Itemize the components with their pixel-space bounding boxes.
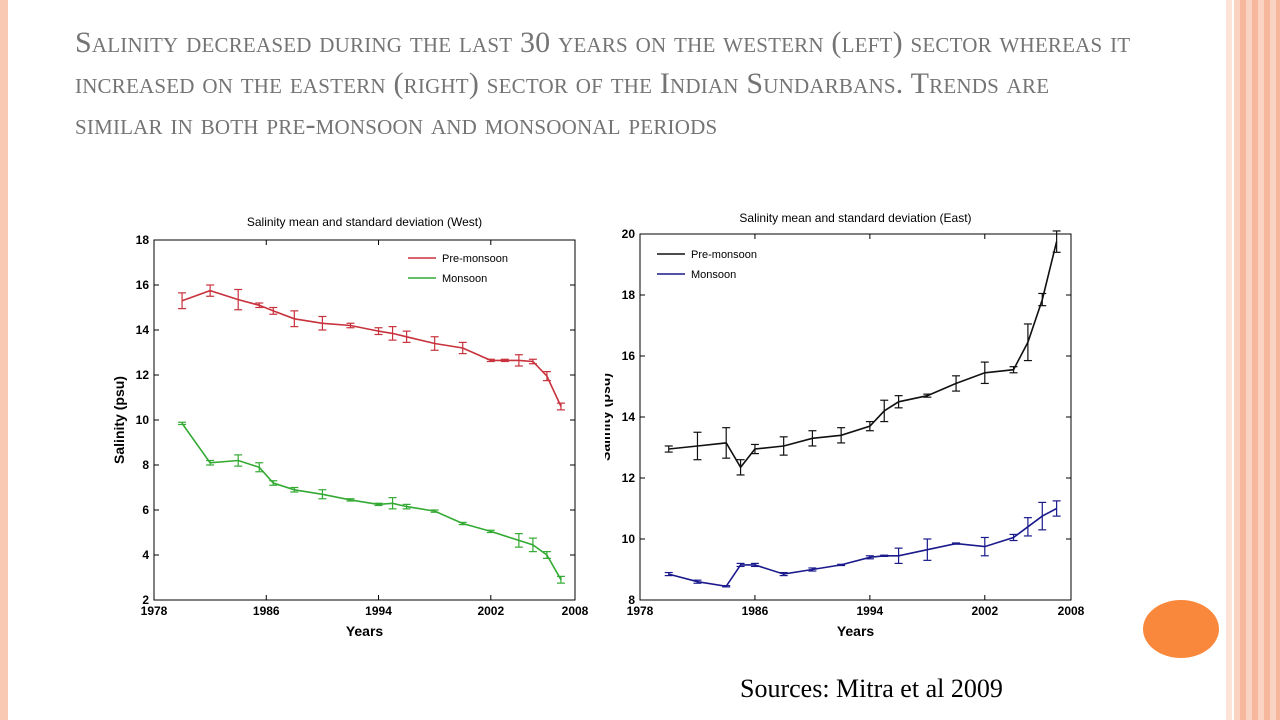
slide-border-right-stripes — [1234, 0, 1280, 720]
plot-area-frame — [639, 233, 1072, 601]
y-tick-label: 14 — [622, 410, 636, 424]
y-tick-label: 16 — [136, 278, 150, 292]
series-pre-monsoon — [664, 230, 1061, 476]
series-monsoon — [178, 421, 565, 584]
legend-label: Monsoon — [442, 273, 487, 285]
slide-title: Salinity decreased during the last 30 ye… — [75, 26, 1131, 141]
series-line — [668, 507, 1057, 588]
chart-west: Salinity mean and standard deviation (We… — [111, 215, 589, 639]
y-tick-label: 2 — [142, 593, 149, 607]
y-tick-label: 14 — [136, 323, 150, 337]
y-axis-label: Salinity (psu) — [605, 373, 613, 461]
x-tick-label: 1986 — [253, 604, 280, 618]
y-tick-label: 10 — [136, 413, 150, 427]
series-pre-monsoon — [178, 284, 565, 411]
plot-area-frame — [153, 239, 576, 601]
x-axis-label: Years — [346, 623, 384, 639]
series-monsoon — [664, 500, 1061, 588]
chart-east: Salinity mean and standard deviation (Ea… — [597, 211, 1085, 639]
y-tick-label: 10 — [622, 532, 636, 546]
y-tick-label: 8 — [628, 593, 635, 607]
y-tick-label: 20 — [622, 227, 636, 241]
legend-label: Pre-monsoon — [691, 249, 757, 261]
x-tick-label: 1978 — [141, 604, 168, 618]
chart-title: Salinity mean and standard deviation (We… — [247, 215, 482, 229]
series-line — [668, 241, 1058, 469]
y-tick-label: 12 — [622, 471, 636, 485]
x-tick-label: 2008 — [562, 604, 589, 618]
legend-label: Pre-monsoon — [442, 253, 508, 265]
chart-title: Salinity mean and standard deviation (Ea… — [739, 211, 971, 225]
y-tick-label: 12 — [136, 368, 150, 382]
chart-west-panel: Salinity mean and standard deviation (We… — [108, 202, 592, 648]
y-axis-label: Salinity (psu) — [111, 376, 127, 464]
x-tick-label: 1986 — [742, 604, 769, 618]
x-axis-label: Years — [837, 623, 875, 639]
y-tick-label: 18 — [622, 288, 636, 302]
chart-east-panel: Salinity mean and standard deviation (Ea… — [597, 202, 1088, 648]
decorative-orange-circle — [1143, 600, 1219, 658]
x-tick-label: 2002 — [971, 604, 998, 618]
legend-label: Monsoon — [691, 269, 736, 281]
y-tick-label: 16 — [622, 349, 636, 363]
x-tick-label: 1994 — [365, 604, 392, 618]
x-tick-label: 2008 — [1058, 604, 1085, 618]
source-citation: Sources: Mitra et al 2009 — [740, 674, 1003, 703]
slide-border-left — [0, 0, 8, 720]
x-tick-label: 1994 — [857, 604, 884, 618]
slide-border-right-inner — [1226, 0, 1232, 720]
y-tick-label: 8 — [142, 458, 149, 472]
x-tick-label: 1978 — [627, 604, 654, 618]
series-line — [181, 289, 562, 407]
y-tick-label: 6 — [142, 503, 149, 517]
x-tick-label: 2002 — [477, 604, 504, 618]
series-line — [181, 422, 562, 581]
y-tick-label: 4 — [142, 548, 149, 562]
y-tick-label: 18 — [136, 233, 150, 247]
